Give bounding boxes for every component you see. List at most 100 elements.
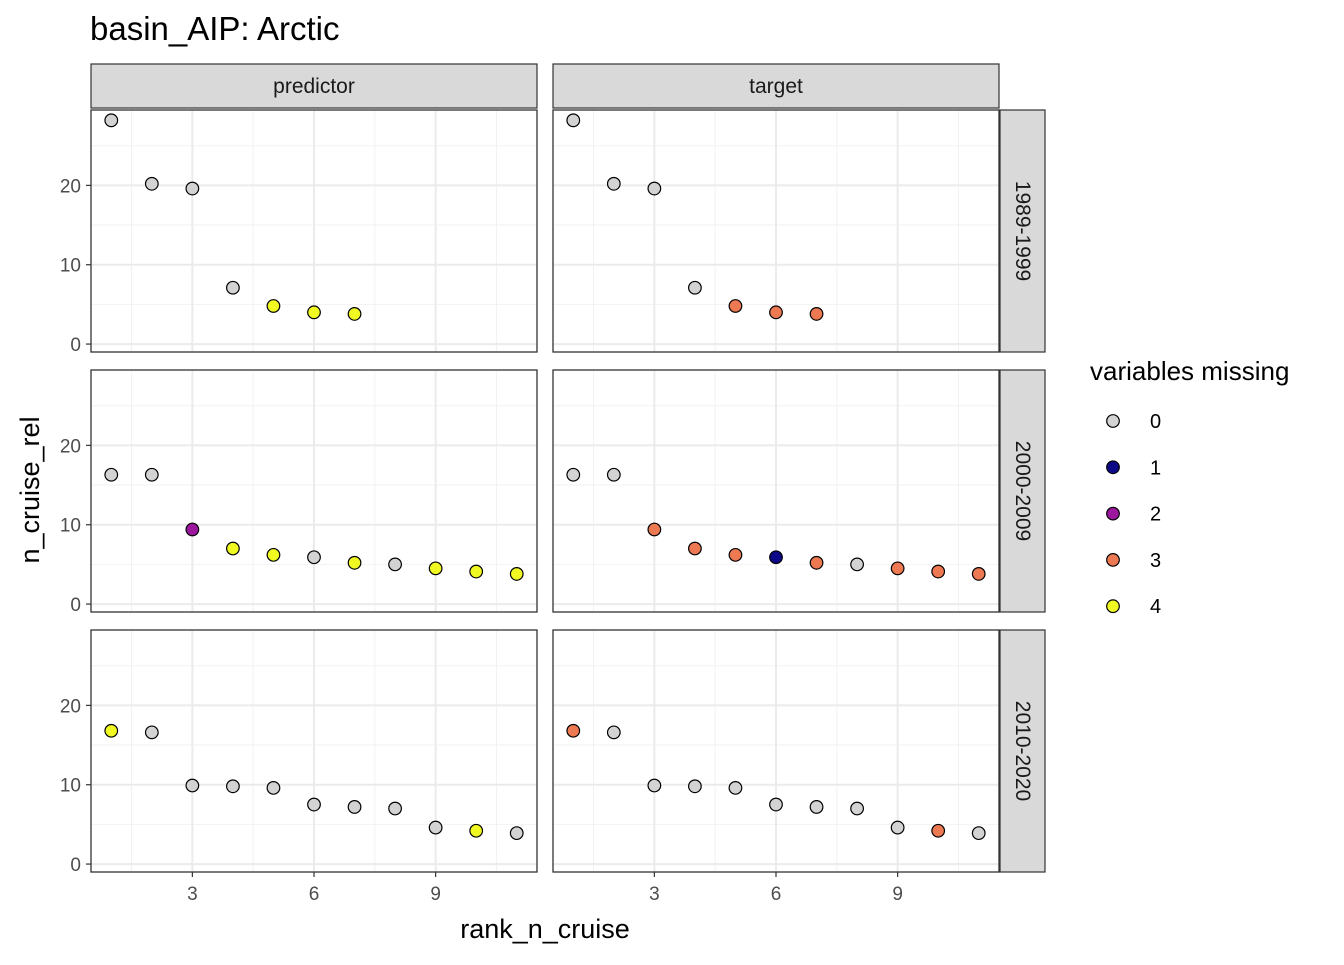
- x-tick-label: 9: [430, 884, 441, 905]
- legend: variables missing 0 1 2 3 4: [1090, 356, 1289, 618]
- y-tick-label: 10: [60, 516, 81, 537]
- data-point: [144, 725, 159, 740]
- data-point: [185, 181, 200, 196]
- y-axis-title: n_cruise_rel: [15, 416, 45, 563]
- data-point: [566, 113, 581, 128]
- data-point: [647, 181, 662, 196]
- data-point: [388, 557, 402, 572]
- data-point: [728, 780, 743, 795]
- data-point: [104, 467, 119, 482]
- y-tick-label: 0: [70, 335, 81, 356]
- row-strip: [999, 369, 1046, 613]
- panel: [552, 369, 1000, 613]
- x-tick-label: 3: [649, 884, 660, 905]
- data-point: [688, 779, 702, 794]
- column-strip-label: target: [749, 75, 803, 98]
- data-point: [144, 176, 159, 191]
- data-point: [509, 826, 524, 841]
- data-point: [850, 801, 864, 816]
- data-point: [226, 541, 240, 556]
- data-point: [266, 780, 281, 795]
- data-point: [266, 299, 281, 313]
- legend-key: [1106, 414, 1120, 428]
- data-point: [104, 113, 119, 128]
- row-strip: [999, 629, 1046, 873]
- data-point: [809, 800, 824, 814]
- panel-border: [552, 109, 1000, 353]
- legend-key: [1106, 506, 1120, 521]
- panel: 3 6 9: [552, 629, 1000, 905]
- row-strip: [999, 109, 1046, 353]
- data-point: [769, 550, 783, 565]
- legend-title: variables missing: [1090, 356, 1289, 386]
- panel-border: [552, 369, 1000, 613]
- legend-key: [1106, 599, 1120, 614]
- row-strip-label: 1989-1999: [1011, 181, 1034, 281]
- data-point: [307, 305, 321, 320]
- data-point: [647, 778, 662, 793]
- chart-title: basin_AIP: Arctic: [90, 10, 339, 47]
- x-tick-label: 9: [892, 884, 903, 905]
- x-tick-label: 6: [771, 884, 782, 905]
- data-point: [428, 561, 443, 576]
- data-point: [728, 547, 743, 562]
- x-axis-title: rank_n_cruise: [460, 914, 630, 944]
- legend-label: 0: [1150, 411, 1161, 433]
- data-point: [226, 280, 240, 295]
- data-point: [850, 557, 864, 572]
- legend-label: 2: [1150, 504, 1161, 526]
- y-tick-label: 10: [60, 776, 81, 797]
- data-point: [769, 797, 783, 812]
- data-point: [185, 778, 200, 793]
- data-point: [971, 567, 986, 581]
- data-point: [469, 564, 484, 579]
- data-point: [185, 522, 200, 537]
- data-point: [890, 561, 905, 576]
- data-point: [104, 723, 119, 738]
- data-point: [931, 564, 946, 579]
- panel-border: [90, 369, 538, 613]
- legend-label: 3: [1150, 550, 1161, 572]
- panel-border: [90, 109, 538, 353]
- data-point: [347, 307, 362, 321]
- data-point: [509, 567, 524, 581]
- panel: 0 10 20: [60, 369, 538, 616]
- data-point: [266, 547, 281, 562]
- y-tick-label: 10: [60, 256, 81, 277]
- legend-key: [1106, 553, 1120, 567]
- data-point: [428, 820, 443, 835]
- data-point: [931, 823, 946, 838]
- column-strip: [552, 63, 1000, 109]
- data-point: [688, 280, 702, 295]
- y-tick-label: 20: [60, 696, 81, 717]
- row-strip-label: 2000-2009: [1011, 441, 1034, 541]
- y-tick-label: 20: [60, 436, 81, 457]
- panel: 0 10 20: [60, 109, 538, 356]
- legend-label: 1: [1150, 457, 1161, 479]
- data-point: [606, 725, 621, 740]
- legend-key: [1106, 460, 1120, 475]
- data-point: [347, 800, 362, 814]
- y-tick-label: 20: [60, 176, 81, 197]
- data-point: [647, 522, 662, 537]
- data-point: [606, 176, 621, 191]
- data-point: [307, 550, 321, 565]
- data-point: [144, 467, 159, 482]
- data-point: [809, 555, 824, 570]
- data-point: [226, 779, 240, 794]
- data-point: [566, 467, 581, 482]
- data-point: [307, 797, 321, 812]
- y-tick-label: 0: [70, 855, 81, 876]
- data-point: [769, 305, 783, 320]
- data-point: [688, 541, 702, 556]
- data-point: [728, 299, 743, 313]
- data-point: [566, 723, 581, 738]
- x-tick-label: 3: [187, 884, 198, 905]
- column-strip: [90, 63, 538, 109]
- data-point: [469, 823, 484, 838]
- data-point: [347, 555, 362, 570]
- data-point: [971, 826, 986, 841]
- row-strip-label: 2010-2020: [1011, 701, 1034, 801]
